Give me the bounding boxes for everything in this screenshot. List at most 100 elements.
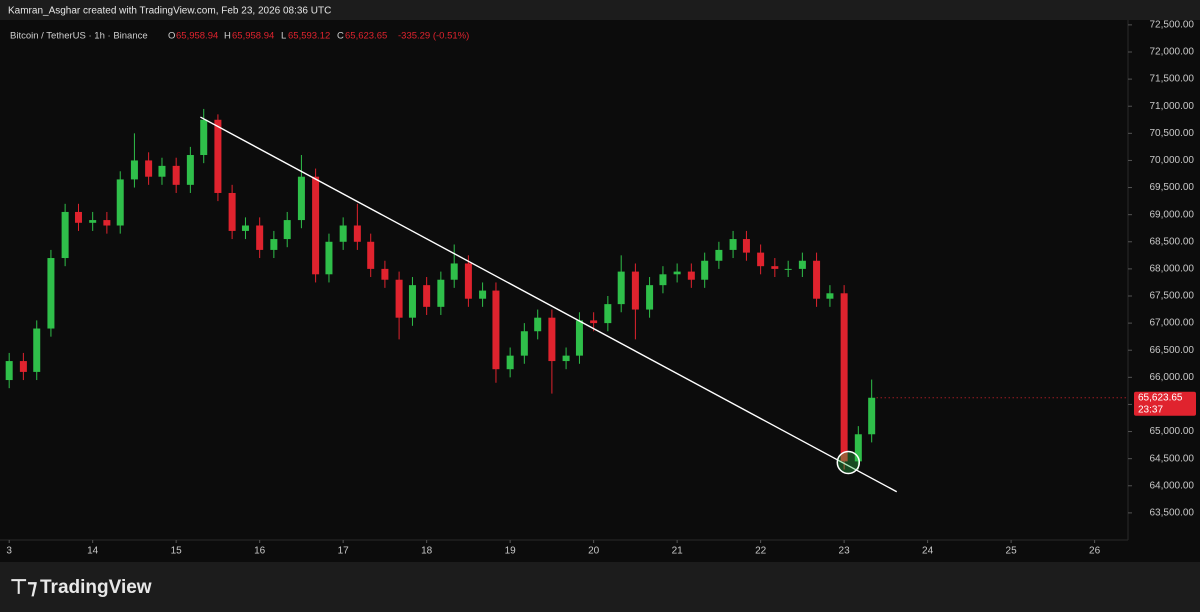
last-price-label: 65,623.65 [1138, 392, 1183, 403]
candle-body [297, 176, 305, 221]
candle-body [506, 355, 514, 370]
x-tick-label: 17 [338, 546, 350, 557]
l-value: 65,593.12 [288, 31, 330, 42]
candle-body [575, 320, 583, 356]
candle-body [172, 165, 180, 185]
y-tick-label: 71,500.00 [1150, 74, 1195, 85]
candle-body [228, 192, 236, 231]
x-tick-label: 3 [6, 546, 12, 557]
candle-body [367, 241, 375, 269]
candle-body [158, 165, 166, 177]
candle-body [659, 274, 667, 286]
candle-body [145, 160, 153, 177]
candle-body [742, 239, 750, 253]
logo-icon: ⊤⁊ [10, 576, 37, 598]
candle-body [130, 160, 138, 180]
ohlc-legend: Bitcoin / TetherUS · 1h · Binance O 65,9… [10, 31, 469, 42]
l-label: L [281, 31, 286, 42]
candle-body [840, 293, 848, 462]
candle-body [47, 258, 55, 329]
trendline [200, 116, 898, 493]
y-tick-label: 64,000.00 [1150, 480, 1195, 491]
o-value: 65,958.94 [176, 31, 218, 42]
candle-body [74, 211, 82, 223]
symbol: Bitcoin / TetherUS · 1h · Binance [10, 31, 148, 42]
candle-body [757, 252, 765, 267]
h-value: 65,958.94 [232, 31, 274, 42]
candle-body [353, 225, 361, 242]
candle-body [604, 304, 612, 324]
candle-body [325, 241, 333, 275]
candle-body [534, 317, 542, 332]
header-text: Kamran_Asghar created with TradingView.c… [8, 6, 331, 17]
candle-body [617, 271, 625, 305]
candle-body [771, 266, 779, 269]
y-tick-label: 68,000.00 [1150, 264, 1195, 275]
candle-body [701, 260, 709, 280]
candle-body [339, 225, 347, 242]
y-tick-label: 69,000.00 [1150, 209, 1195, 220]
x-tick-label: 26 [1089, 546, 1101, 557]
candle-body [270, 239, 278, 250]
candle-body [256, 225, 264, 250]
candle-body [868, 397, 876, 435]
candle-body [479, 290, 487, 299]
footer-logo: TradingView [40, 577, 152, 598]
candle-body [813, 260, 821, 299]
y-tick-label: 64,500.00 [1150, 453, 1195, 464]
x-tick-label: 15 [171, 546, 183, 557]
candle-body [826, 293, 834, 299]
x-tick-label: 25 [1006, 546, 1018, 557]
candle-body [464, 263, 472, 299]
candle-body [19, 361, 27, 372]
y-tick-label: 72,500.00 [1150, 20, 1195, 31]
x-tick-label: 16 [254, 546, 266, 557]
candle-body [61, 211, 69, 259]
x-tick-label: 24 [922, 546, 934, 557]
candle-body [715, 249, 723, 261]
y-tick-label: 63,500.00 [1150, 508, 1195, 519]
c-value: 65,623.65 [345, 31, 387, 42]
y-tick-label: 69,500.00 [1150, 182, 1195, 193]
candle-body [631, 271, 639, 310]
x-tick-label: 22 [755, 546, 767, 557]
candle-body [646, 285, 654, 310]
y-tick-label: 67,000.00 [1150, 318, 1195, 329]
candle-body [562, 355, 570, 362]
y-tick-label: 71,000.00 [1150, 101, 1195, 112]
x-tick-label: 14 [87, 546, 99, 557]
candle-body [492, 290, 500, 370]
candle-body [854, 434, 862, 462]
candle-body [283, 220, 291, 240]
candle-body [186, 155, 194, 185]
candle-body [437, 279, 445, 307]
x-tick-label: 23 [839, 546, 851, 557]
candle-body [673, 271, 681, 275]
candle-body [548, 317, 556, 362]
o-label: O [168, 31, 175, 42]
candle-body [312, 176, 320, 275]
candle-body [5, 361, 13, 381]
candle-body [423, 285, 431, 307]
x-tick-label: 21 [672, 546, 684, 557]
candle-body [450, 263, 458, 280]
candle-body [33, 328, 41, 372]
candle-body [381, 268, 389, 280]
h-label: H [224, 31, 231, 42]
y-tick-label: 70,500.00 [1150, 128, 1195, 139]
y-tick-label: 67,500.00 [1150, 291, 1195, 302]
candle-body [590, 320, 598, 324]
change: -335.29 (-0.51%) [398, 31, 469, 42]
header-bar [0, 0, 1200, 20]
candle-body [520, 331, 528, 356]
y-tick-label: 66,500.00 [1150, 345, 1195, 356]
candle-body [103, 220, 111, 226]
candle-body [784, 268, 792, 270]
candle-body [116, 179, 124, 226]
y-tick-label: 72,000.00 [1150, 47, 1195, 58]
candle-body [241, 225, 249, 231]
x-tick-label: 18 [421, 546, 433, 557]
y-tick-label: 66,000.00 [1150, 372, 1195, 383]
